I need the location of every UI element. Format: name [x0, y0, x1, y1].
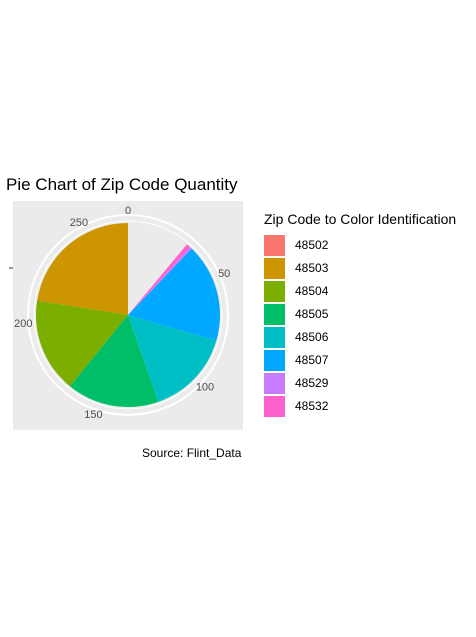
grid-circle: [27, 214, 229, 416]
pie-slice-48505: [69, 315, 159, 408]
legend-label: 48504: [295, 284, 329, 298]
tick-label: 250: [70, 217, 88, 229]
tick-label: 150: [84, 409, 102, 421]
legend-title: Zip Code to Color Identification: [264, 211, 457, 227]
legend-key: [264, 235, 285, 256]
legend-key: [264, 281, 285, 302]
legend-item: 48504: [264, 280, 464, 303]
legend-item: 48506: [264, 326, 464, 349]
legend-item: 48507: [264, 349, 464, 372]
legend-item: 48503: [264, 257, 464, 280]
legend-key: [264, 304, 285, 325]
legend-key: [264, 373, 285, 394]
chart-caption: Source: Flint_Data: [142, 446, 242, 460]
radial-grid: [27, 214, 229, 416]
legend-label: 48532: [295, 399, 329, 413]
tick-label: 200: [14, 318, 32, 330]
legend-label: 48502: [295, 238, 329, 252]
legend-key: [264, 396, 285, 417]
pie-slice-48504: [35, 300, 128, 387]
legend-key: [264, 258, 285, 279]
pie-slice-48503: [37, 223, 129, 315]
legend-item: 48505: [264, 303, 464, 326]
chart-title: Pie Chart of Zip Code Quantity: [6, 175, 238, 194]
legend-key: [264, 327, 285, 348]
legend-label: 48505: [295, 307, 329, 321]
legend-label: 48503: [295, 261, 329, 275]
pie-slice-48506: [128, 315, 217, 402]
pie-slice-48532: [128, 244, 191, 315]
legend-label: 48506: [295, 330, 329, 344]
radial-tick-labels: 0 50 100 150 200 250: [14, 205, 230, 421]
pie-slices: [35, 223, 220, 408]
pie-slice-48507: [128, 248, 220, 341]
tick-label: 50: [218, 268, 230, 280]
legend-label: 48529: [295, 376, 329, 390]
legend-key: [264, 350, 285, 371]
tick-label: 0: [125, 205, 131, 217]
legend: Zip Code to Color Identification 48502 48…: [264, 211, 457, 417]
legend-item: 48502: [264, 234, 464, 257]
grid-circle: [33, 220, 223, 410]
tick-label: 100: [196, 381, 214, 393]
legend-item: 48532: [264, 395, 464, 418]
legend-item: 48529: [264, 372, 464, 395]
legend-label: 48507: [295, 353, 329, 367]
pie-slice-48529: [128, 247, 192, 315]
